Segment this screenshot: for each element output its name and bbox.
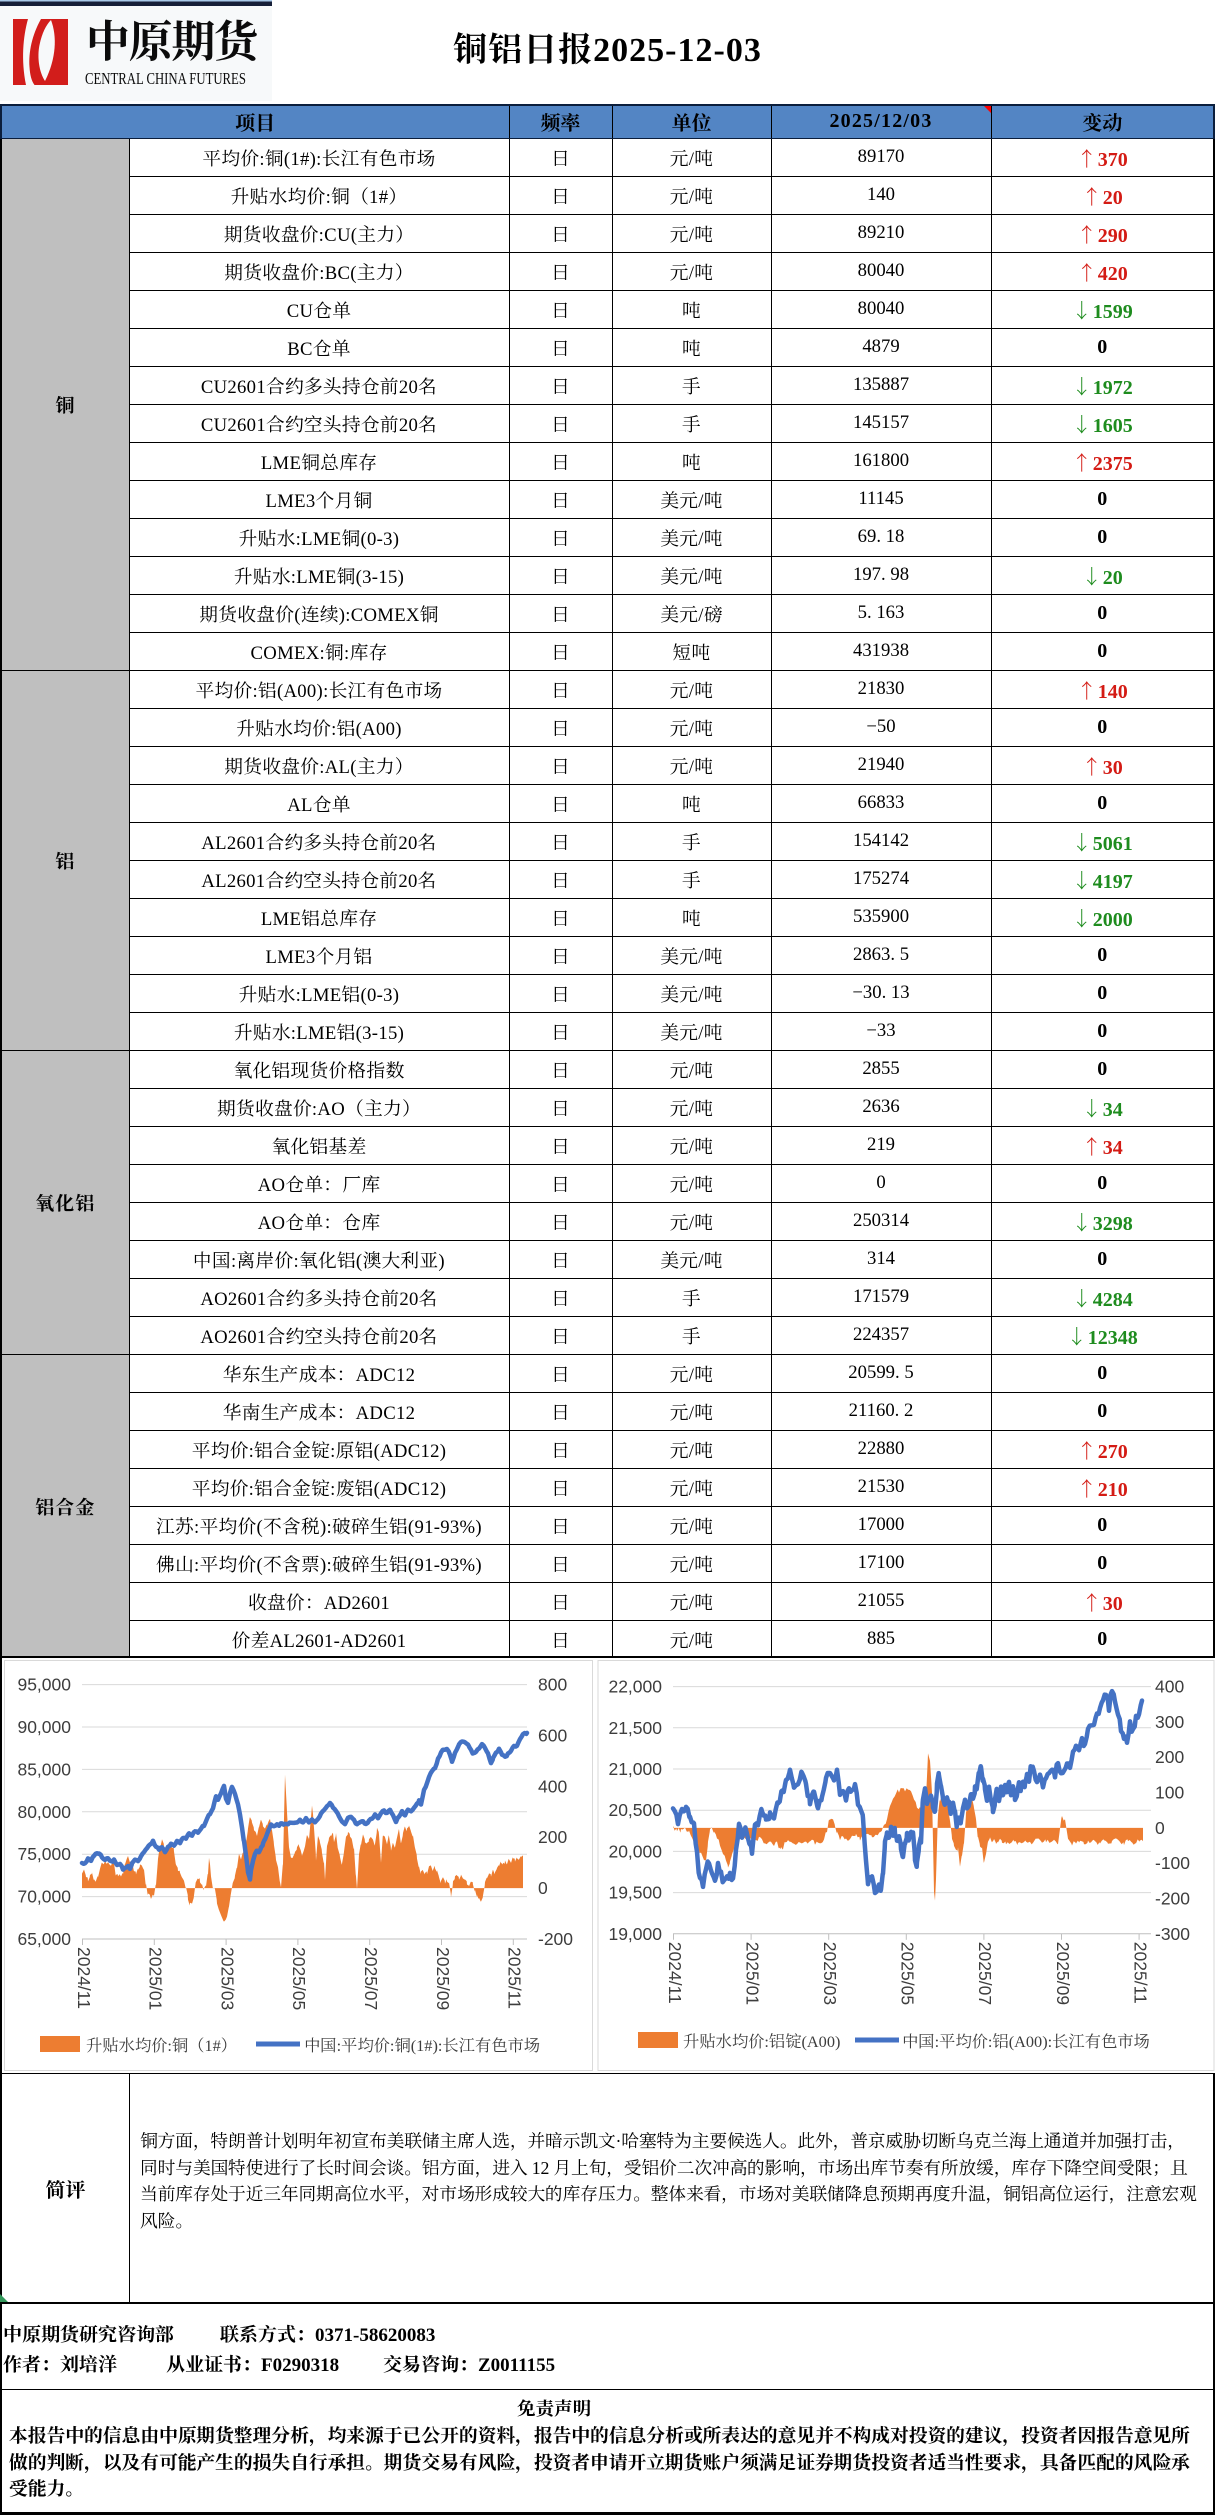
svg-text:20,000: 20,000 (608, 1841, 662, 1861)
svg-text:2025/05: 2025/05 (898, 1942, 918, 2005)
svg-text:200: 200 (538, 1827, 567, 1847)
svg-text:85,000: 85,000 (17, 1759, 71, 1779)
svg-text:400: 400 (1155, 1677, 1184, 1697)
svg-text:-300: -300 (1155, 1924, 1190, 1944)
svg-text:300: 300 (1155, 1712, 1184, 1732)
svg-text:2024/11: 2024/11 (74, 1947, 94, 2009)
svg-text:80,000: 80,000 (17, 1802, 71, 1822)
svg-text:600: 600 (538, 1726, 567, 1746)
svg-text:100: 100 (1155, 1783, 1184, 1803)
svg-text:0: 0 (1155, 1818, 1165, 1838)
svg-text:2025/11: 2025/11 (505, 1947, 525, 2009)
svg-text:2025/07: 2025/07 (975, 1942, 995, 2005)
svg-text:2025/03: 2025/03 (217, 1947, 237, 2010)
svg-text:75,000: 75,000 (17, 1844, 71, 1864)
svg-text:400: 400 (538, 1776, 567, 1796)
svg-text:19,500: 19,500 (608, 1883, 662, 1903)
svg-text:2025/03: 2025/03 (820, 1942, 840, 2005)
svg-text:-200: -200 (1155, 1889, 1190, 1909)
svg-text:20,500: 20,500 (608, 1800, 662, 1820)
svg-text:21,000: 21,000 (608, 1759, 662, 1779)
svg-text:22,000: 22,000 (608, 1677, 662, 1697)
svg-text:中原期货: 中原期货 (86, 6, 258, 70)
svg-text:95,000: 95,000 (17, 1675, 71, 1695)
svg-text:-200: -200 (538, 1929, 573, 1949)
svg-text:2025/09: 2025/09 (433, 1947, 453, 2010)
svg-text:90,000: 90,000 (17, 1717, 71, 1737)
svg-text:CENTRAL CHINA FUTURES: CENTRAL CHINA FUTURES (85, 70, 246, 88)
svg-text:2025/01: 2025/01 (146, 1947, 166, 2010)
svg-text:21,500: 21,500 (608, 1718, 662, 1738)
svg-text:升贴水均价:铜（1#）: 升贴水均价:铜（1#） (86, 2036, 237, 2055)
svg-text:2024/11: 2024/11 (665, 1942, 685, 2004)
svg-text:中国:平均价:铜(1#):长江有色市场: 中国:平均价:铜(1#):长江有色市场 (304, 2036, 540, 2055)
svg-text:升贴水均价:铝锭(A00): 升贴水均价:铝锭(A00) (683, 2032, 840, 2051)
svg-text:2025/05: 2025/05 (289, 1947, 309, 2010)
svg-text:2025/09: 2025/09 (1053, 1942, 1073, 2005)
svg-text:2025/01: 2025/01 (742, 1942, 762, 2005)
svg-text:2025/11: 2025/11 (1130, 1942, 1150, 2004)
svg-text:65,000: 65,000 (17, 1929, 71, 1949)
svg-text:800: 800 (538, 1675, 567, 1695)
svg-text:中国:平均价:铝(A00):长江有色市场: 中国:平均价:铝(A00):长江有色市场 (902, 2032, 1150, 2051)
svg-text:-100: -100 (1155, 1853, 1190, 1873)
svg-text:70,000: 70,000 (17, 1887, 71, 1907)
svg-text:19,000: 19,000 (608, 1924, 662, 1944)
svg-text:2025/07: 2025/07 (361, 1947, 381, 2010)
svg-text:200: 200 (1155, 1747, 1184, 1767)
svg-text:0: 0 (538, 1878, 548, 1898)
